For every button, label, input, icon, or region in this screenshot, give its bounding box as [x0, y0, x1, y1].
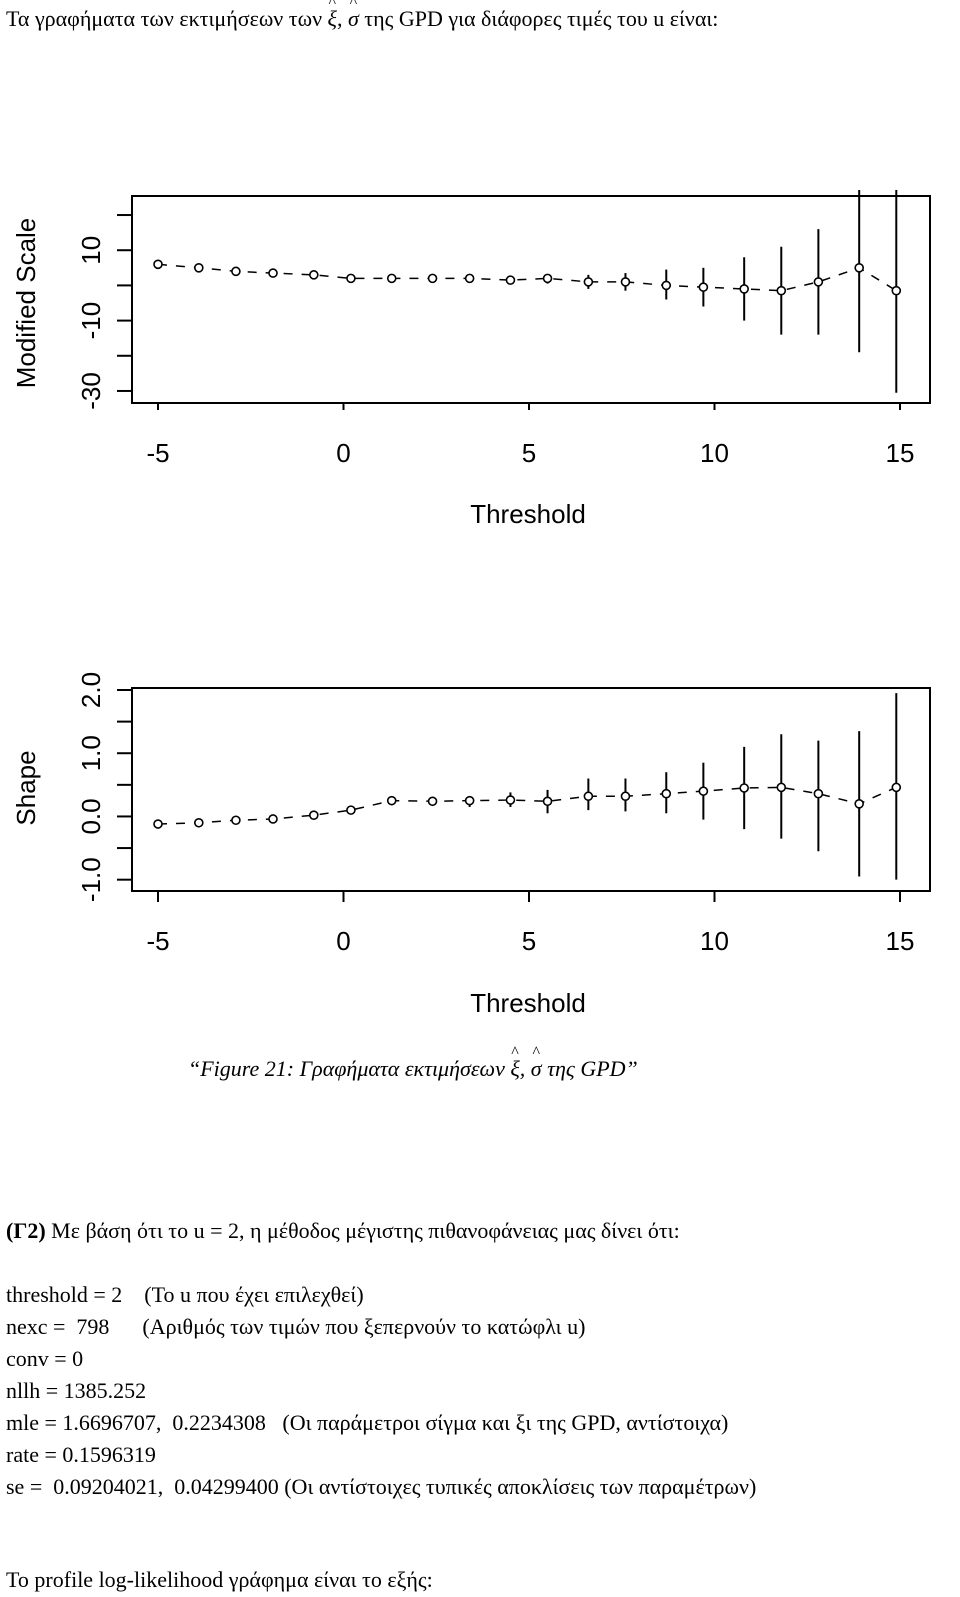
y-tick-label: 10 — [76, 236, 106, 265]
output-line-conv: conv = 0 — [6, 1346, 84, 1371]
data-point — [386, 795, 397, 806]
data-point — [346, 273, 356, 284]
series-line — [157, 263, 897, 292]
data-point — [153, 819, 163, 829]
data-point — [620, 277, 631, 287]
x-tick-label: 5 — [522, 438, 536, 468]
data-point — [776, 285, 787, 296]
output-line-nllh: nllh = 1385.252 — [6, 1378, 147, 1403]
data-point — [505, 795, 516, 805]
data-point — [620, 791, 631, 802]
x-tick-label: 10 — [700, 438, 729, 468]
data-point — [231, 266, 241, 277]
data-point — [698, 282, 709, 292]
x-tick-label: 15 — [886, 926, 915, 956]
x-axis-label: Threshold — [470, 499, 586, 529]
x-tick-label: -5 — [146, 926, 169, 956]
caption-xi-hat-symbol: ξ — [510, 1044, 520, 1082]
y-tick-label: -10 — [76, 302, 106, 340]
data-point — [813, 788, 824, 799]
caption-sigma-hat-symbol: σ — [531, 1044, 542, 1082]
data-point — [813, 277, 824, 287]
data-point — [854, 263, 864, 273]
data-point — [583, 277, 594, 287]
closing-text: Το profile log-likelihood γράφημα είναι … — [6, 1567, 433, 1592]
x-tick-label: 0 — [336, 926, 350, 956]
data-point — [386, 273, 397, 284]
data-point — [661, 788, 672, 799]
series-line — [157, 786, 897, 825]
data-point — [505, 275, 516, 285]
y-axis-label: Modified Scale — [11, 218, 41, 389]
data-point — [464, 795, 475, 806]
x-axis-label: Threshold — [470, 988, 586, 1018]
data-point — [739, 783, 749, 793]
y-tick-label: -1.0 — [76, 857, 106, 902]
data-point — [194, 263, 204, 273]
intro-text-before: Τα γραφήματα των εκτιμήσεων των — [6, 6, 323, 31]
caption-comma: , — [519, 1056, 526, 1081]
x-tick-label: 0 — [336, 438, 350, 468]
data-point — [309, 810, 319, 820]
plot-frame — [131, 195, 931, 404]
data-point — [776, 782, 787, 793]
output-line-mle: mle = 1.6696707, 0.2234308 (Οι παράμετρο… — [6, 1410, 729, 1435]
intro-comma: , — [336, 6, 343, 31]
caption-text-after: της GPD” — [547, 1056, 638, 1081]
modified-scale-chart: -5 0 5 10 15 -30 -10 10 Modified Scale Threshold — [11, 190, 931, 529]
data-point — [268, 814, 278, 824]
intro-text: Τα γραφήματα των εκτιμήσεων των ξ, σ της… — [6, 0, 719, 32]
section-text: Με βάση ότι το u = 2, η μέθοδος μέγιστης… — [45, 1218, 680, 1243]
y-tick-label: 1.0 — [76, 735, 106, 771]
x-tick-label: 5 — [522, 926, 536, 956]
data-point — [891, 285, 902, 296]
shape-chart: -5 0 5 10 15 -1.0 0.0 1.0 2.0 Shape Threshold — [11, 672, 931, 1018]
section-label: (Γ2) — [6, 1218, 46, 1243]
y-tick-label: 2.0 — [76, 672, 106, 708]
data-point — [739, 284, 749, 294]
y-axis-label: Shape — [11, 750, 41, 825]
data-point — [153, 259, 163, 270]
plot-frame — [131, 687, 931, 892]
data-point — [542, 796, 553, 807]
data-point — [309, 270, 319, 280]
sigma-hat-symbol: σ — [348, 0, 359, 32]
section-paragraph: (Γ2) Με βάση ότι το u = 2, η μέθοδος μέγ… — [6, 1218, 680, 1244]
xi-hat-symbol: ξ — [328, 0, 338, 32]
y-tick-label: 0.0 — [76, 798, 106, 834]
figure-caption: “Figure 21: Γραφήματα εκτιμήσεων ξ, σ τη… — [188, 1044, 638, 1082]
data-point — [698, 786, 709, 796]
data-point — [427, 273, 438, 284]
output-line-threshold: threshold = 2 (Το u που έχει επιλεχθεί) — [6, 1282, 364, 1307]
data-point — [464, 273, 475, 284]
data-point — [231, 815, 241, 826]
output-line-rate: rate = 0.1596319 — [6, 1442, 156, 1467]
x-tick-label: 10 — [700, 926, 729, 956]
x-tick-label: -5 — [146, 438, 169, 468]
x-tick-label: 15 — [886, 438, 915, 468]
data-point — [583, 791, 594, 802]
output-line-nexc: nexc = 798 (Αριθμός των τιμών που ξεπερν… — [6, 1314, 586, 1339]
caption-text-before: “Figure 21: Γραφήματα εκτιμήσεων — [188, 1056, 505, 1081]
data-point — [268, 268, 278, 278]
data-point — [194, 817, 204, 828]
intro-text-after: της GPD για διάφορες τιμές του u είναι: — [364, 6, 719, 31]
output-line-se: se = 0.09204021, 0.04299400 (Οι αντίστοι… — [6, 1474, 757, 1499]
y-tick-label: -30 — [76, 372, 106, 410]
data-point — [427, 796, 438, 807]
data-point — [346, 805, 356, 815]
data-point — [542, 273, 553, 284]
data-point — [891, 782, 902, 793]
data-point — [854, 799, 864, 809]
data-point — [661, 280, 672, 291]
